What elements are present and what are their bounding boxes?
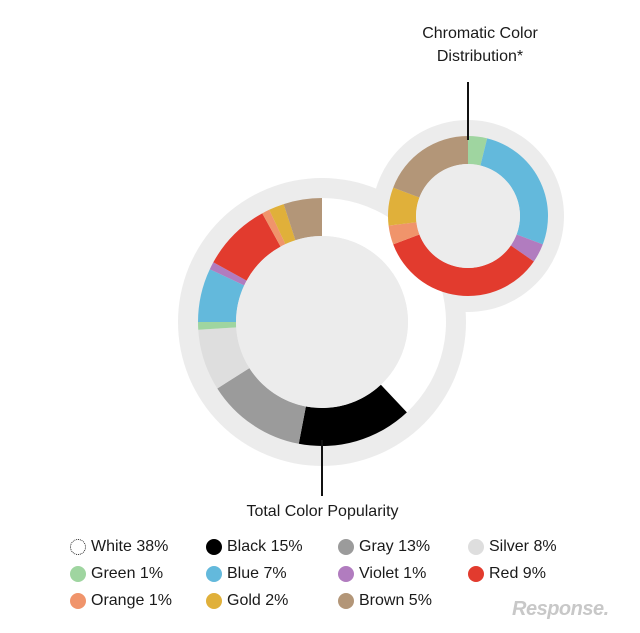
total-slice-brown bbox=[283, 198, 322, 241]
legend-swatch bbox=[70, 593, 86, 609]
legend-label: Silver 8% bbox=[489, 538, 557, 555]
legend-swatch bbox=[70, 566, 86, 582]
legend-item: Orange 1% bbox=[70, 592, 172, 610]
total-slice-green bbox=[198, 322, 237, 330]
watermark-logo: Response. bbox=[512, 598, 609, 620]
chromatic-slice-brown bbox=[393, 136, 468, 198]
chromatic-slice-blue bbox=[480, 138, 548, 245]
total-slice-gold bbox=[269, 204, 296, 245]
legend-item: Gold 2% bbox=[206, 592, 288, 610]
legend-item: Silver 8% bbox=[468, 538, 557, 556]
legend-item: Red 9% bbox=[468, 565, 546, 583]
legend-label: White 38% bbox=[91, 538, 169, 555]
chromatic-slice-gold bbox=[388, 187, 420, 226]
legend-swatch bbox=[468, 566, 484, 582]
legend-item: Violet 1% bbox=[338, 565, 426, 583]
legend-item: Gray 13% bbox=[338, 538, 430, 556]
total-chart-title: Total Color Popularity bbox=[246, 503, 399, 520]
chromatic-chart-title: Chromatic Color Distribution* bbox=[380, 22, 580, 68]
chromatic-donut-hole bbox=[416, 164, 520, 268]
total-slice-black bbox=[298, 384, 407, 446]
legend-swatch bbox=[338, 593, 354, 609]
legend-label: Gold 2% bbox=[227, 592, 289, 609]
chromatic-donut-slices bbox=[388, 136, 548, 296]
legend-swatch bbox=[338, 566, 354, 582]
chromatic-slice-green bbox=[468, 136, 488, 166]
total-slice-silver bbox=[198, 327, 250, 389]
total-slice-blue bbox=[198, 269, 245, 322]
legend-item: Green 1% bbox=[70, 565, 163, 583]
legend-label: Black 15% bbox=[227, 538, 303, 555]
total-slice-gray bbox=[217, 368, 306, 444]
legend-swatch bbox=[206, 539, 222, 555]
total-slice-orange bbox=[262, 209, 286, 247]
legend-swatch bbox=[206, 593, 222, 609]
total-slice-red bbox=[213, 213, 281, 281]
legend-swatch bbox=[206, 566, 222, 582]
legend-label: Gray 13% bbox=[359, 538, 431, 555]
legend-swatch bbox=[70, 539, 86, 555]
chromatic-title-line2: Distribution* bbox=[436, 48, 524, 65]
chromatic-slice-orange bbox=[388, 222, 420, 245]
legend-label: Brown 5% bbox=[359, 592, 432, 609]
legend-label: Violet 1% bbox=[359, 565, 427, 582]
legend-label: Red 9% bbox=[489, 565, 546, 582]
legend-item: Blue 7% bbox=[206, 565, 287, 583]
total-donut-hole bbox=[236, 236, 408, 408]
legend-swatch bbox=[468, 539, 484, 555]
legend-label: Blue 7% bbox=[227, 565, 287, 582]
legend-label: Green 1% bbox=[91, 565, 164, 582]
chromatic-slice-red bbox=[393, 234, 534, 296]
legend-label: Orange 1% bbox=[91, 592, 172, 609]
chromatic-title-line1: Chromatic Color bbox=[422, 25, 538, 42]
legend-swatch bbox=[338, 539, 354, 555]
legend-item: White 38% bbox=[70, 538, 168, 556]
chromatic-slice-violet bbox=[510, 234, 543, 262]
legend-item: Black 15% bbox=[206, 538, 303, 556]
legend-item: Brown 5% bbox=[338, 592, 432, 610]
total-slice-violet bbox=[209, 262, 247, 286]
